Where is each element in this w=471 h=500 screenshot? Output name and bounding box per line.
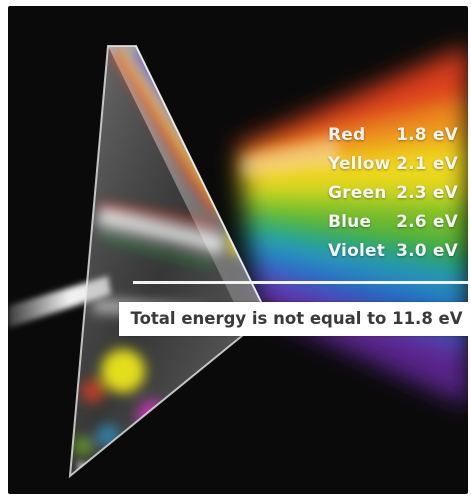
prism-image: Red 1.8 eV Yellow 2.1 eV Green 2.3 eV Bl… [8,6,468,494]
total-energy-caption: Total energy is not equal to 11.8 eV [119,302,468,336]
energy-row-green: Green 2.3 eV [328,179,468,208]
color-name: Violet [328,241,386,261]
spectrum-fan [238,46,468,406]
color-name: Green [328,183,387,203]
energy-value: 3.0 eV [396,241,458,261]
energy-value: 1.8 eV [396,125,458,145]
energy-value: 2.6 eV [396,212,458,232]
color-name: Blue [328,212,372,232]
color-name: Red [328,125,366,145]
energy-row-violet: Violet 3.0 eV [328,237,468,266]
prism-illustration [8,45,468,479]
energy-row-red: Red 1.8 eV [328,121,468,150]
divider-line [133,281,468,284]
glass-prism [68,45,265,479]
energy-value: 2.3 eV [396,183,458,203]
energy-row-blue: Blue 2.6 eV [328,208,468,237]
energy-labels: Red 1.8 eV Yellow 2.1 eV Green 2.3 eV Bl… [328,121,468,266]
color-name: Yellow [328,154,391,174]
white-light-beam [8,276,111,328]
energy-row-yellow: Yellow 2.1 eV [328,150,468,179]
energy-value: 2.1 eV [396,154,458,174]
